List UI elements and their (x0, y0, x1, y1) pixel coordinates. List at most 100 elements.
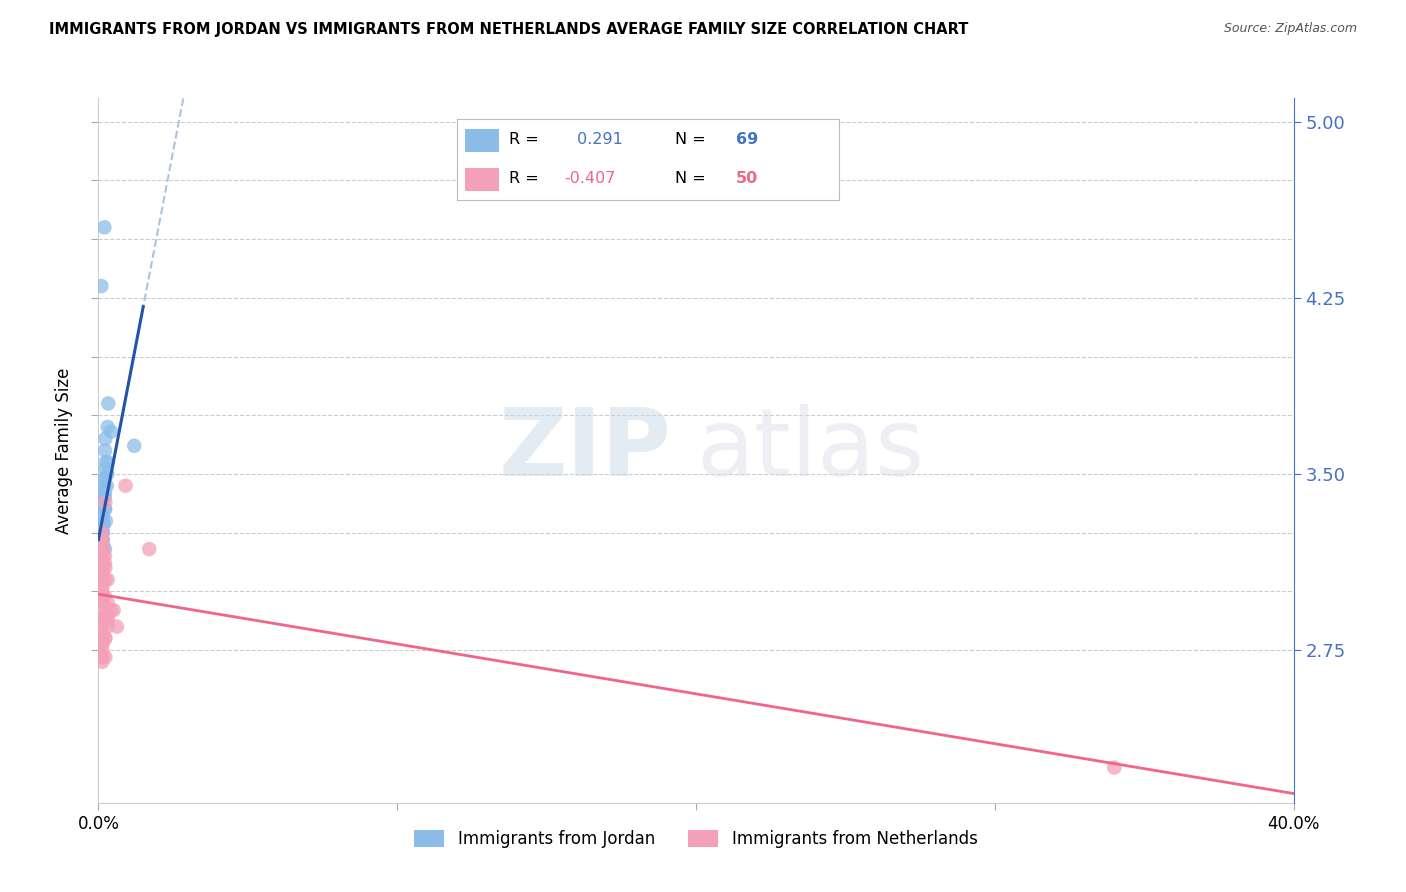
Point (90, 549, 112, 564)
Point (90, 525, 112, 540)
Point (91, 655, 114, 669)
Point (90, 561, 112, 575)
Point (97, 396, 120, 410)
Point (91, 533, 114, 547)
Y-axis label: Average Family Size: Average Family Size (55, 368, 73, 533)
Point (96, 478, 118, 492)
Point (91, 636, 114, 650)
Point (90, 279, 112, 293)
Point (91, 626, 114, 640)
Point (91, 643, 114, 657)
Point (90, 495, 112, 509)
Point (90, 561, 112, 575)
Point (90, 556, 112, 570)
Point (91, 514, 114, 528)
Point (91, 613, 114, 627)
Point (91, 542, 114, 557)
Point (91, 580, 114, 594)
Point (91, 573, 114, 587)
Point (94, 632, 117, 646)
Point (91, 537, 114, 551)
Point (90, 533, 112, 547)
Point (90, 549, 112, 564)
Point (90, 518, 112, 533)
Point (91, 525, 114, 540)
Point (91, 573, 114, 587)
Point (94, 632, 117, 646)
Point (91, 650, 114, 665)
Point (94, 502, 117, 516)
Point (91, 533, 114, 547)
Point (91, 533, 114, 547)
Point (91, 566, 114, 580)
Text: IMMIGRANTS FROM JORDAN VS IMMIGRANTS FROM NETHERLANDS AVERAGE FAMILY SIZE CORREL: IMMIGRANTS FROM JORDAN VS IMMIGRANTS FRO… (49, 22, 969, 37)
Point (94, 462, 117, 476)
Text: Source: ZipAtlas.com: Source: ZipAtlas.com (1223, 22, 1357, 36)
Point (90, 549, 112, 564)
Point (91, 537, 114, 551)
Point (97, 613, 120, 627)
Point (97, 455, 120, 469)
Point (91, 495, 114, 509)
Point (91, 542, 114, 557)
Point (93, 478, 115, 492)
Point (91, 561, 114, 575)
Point (90, 556, 112, 570)
Point (90, 549, 112, 564)
Point (91, 537, 114, 551)
Point (90, 549, 112, 564)
Point (97, 596, 120, 610)
Point (91, 537, 114, 551)
Point (91, 533, 114, 547)
Point (91, 589, 114, 603)
Point (93, 589, 115, 603)
Point (1104, 760, 1126, 774)
Point (91, 542, 114, 557)
Point (91, 485, 114, 500)
Point (91, 549, 114, 564)
Point (93, 491, 115, 505)
Point (91, 537, 114, 551)
Point (94, 443, 117, 458)
Point (96, 467, 118, 481)
Point (91, 525, 114, 540)
Text: ZIP: ZIP (499, 404, 672, 497)
Point (90, 561, 112, 575)
Point (91, 542, 114, 557)
Point (100, 425, 122, 439)
Point (94, 432, 117, 446)
Point (100, 603, 122, 617)
Point (94, 556, 117, 570)
Point (94, 485, 117, 500)
Point (94, 542, 117, 557)
Legend: Immigrants from Jordan, Immigrants from Netherlands: Immigrants from Jordan, Immigrants from … (405, 820, 987, 858)
Point (91, 525, 114, 540)
Point (91, 537, 114, 551)
Point (91, 636, 114, 650)
Point (114, 478, 136, 492)
Point (91, 542, 114, 557)
Point (91, 556, 114, 570)
Point (94, 607, 117, 622)
Point (93, 472, 115, 486)
Point (91, 525, 114, 540)
Point (91, 533, 114, 547)
Point (91, 619, 114, 633)
Point (91, 537, 114, 551)
Point (91, 650, 114, 665)
Point (97, 420, 120, 434)
Text: atlas: atlas (696, 404, 924, 497)
Point (97, 613, 120, 627)
Point (91, 509, 114, 524)
Point (91, 566, 114, 580)
Point (94, 607, 117, 622)
Point (105, 619, 128, 633)
Point (91, 533, 114, 547)
Point (91, 596, 114, 610)
Point (91, 542, 114, 557)
Point (97, 573, 120, 587)
Point (91, 537, 114, 551)
Point (90, 556, 112, 570)
Point (90, 549, 112, 564)
Point (94, 561, 117, 575)
